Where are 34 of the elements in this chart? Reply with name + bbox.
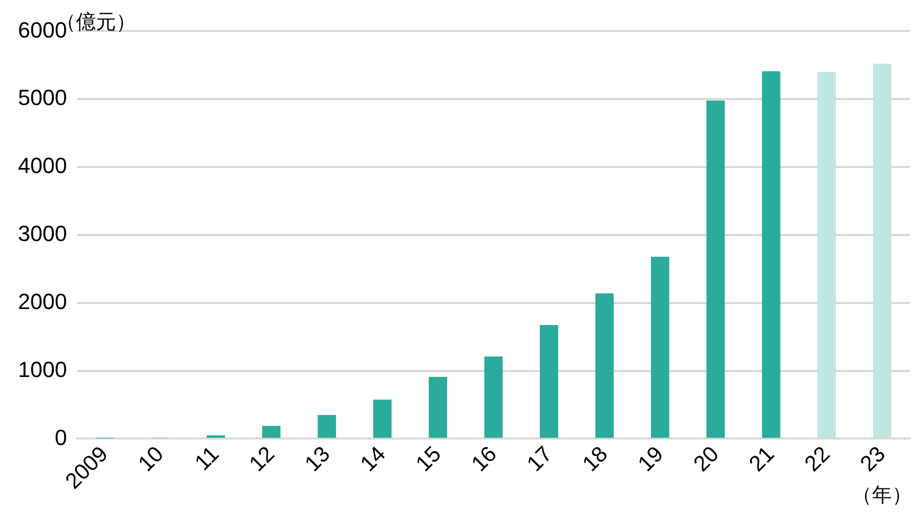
bar <box>818 72 836 438</box>
x-tick-label: 21 <box>744 441 779 476</box>
bar <box>484 356 503 438</box>
y-tick-label: 0 <box>54 424 67 450</box>
bar <box>706 100 725 438</box>
y-tick-label: 3000 <box>18 221 67 246</box>
y-tick-label: 2000 <box>18 288 67 314</box>
bar <box>540 324 558 438</box>
bar <box>650 256 670 438</box>
x-tick-label: 15 <box>410 441 446 476</box>
y-tick-label: 6000 <box>18 17 67 42</box>
bar <box>373 400 392 438</box>
bar <box>428 376 448 438</box>
bar <box>595 293 614 438</box>
x-axis-title: （年） <box>852 484 912 507</box>
x-tick-label: 10 <box>133 441 168 476</box>
bar <box>873 64 892 438</box>
x-tick-label: 13 <box>300 441 335 476</box>
x-tick-label: 16 <box>466 441 502 476</box>
y-tick-label: 1000 <box>18 356 67 382</box>
bar <box>762 71 780 438</box>
y-tick-label: 5000 <box>18 85 67 110</box>
x-tick-label: 11 <box>190 441 224 476</box>
x-tick-label: 19 <box>632 441 668 476</box>
x-tick-label: 23 <box>855 441 890 476</box>
bar <box>262 426 280 438</box>
bar <box>318 414 336 438</box>
y-tick-label: 4000 <box>18 153 67 178</box>
x-tick-label: 14 <box>355 441 390 476</box>
x-tick-label: 20 <box>688 441 724 476</box>
x-tick-label: 18 <box>577 441 612 476</box>
x-tick-label: 17 <box>522 441 557 476</box>
x-tick-label: 22 <box>800 441 835 476</box>
x-tick-label: 12 <box>244 441 280 476</box>
